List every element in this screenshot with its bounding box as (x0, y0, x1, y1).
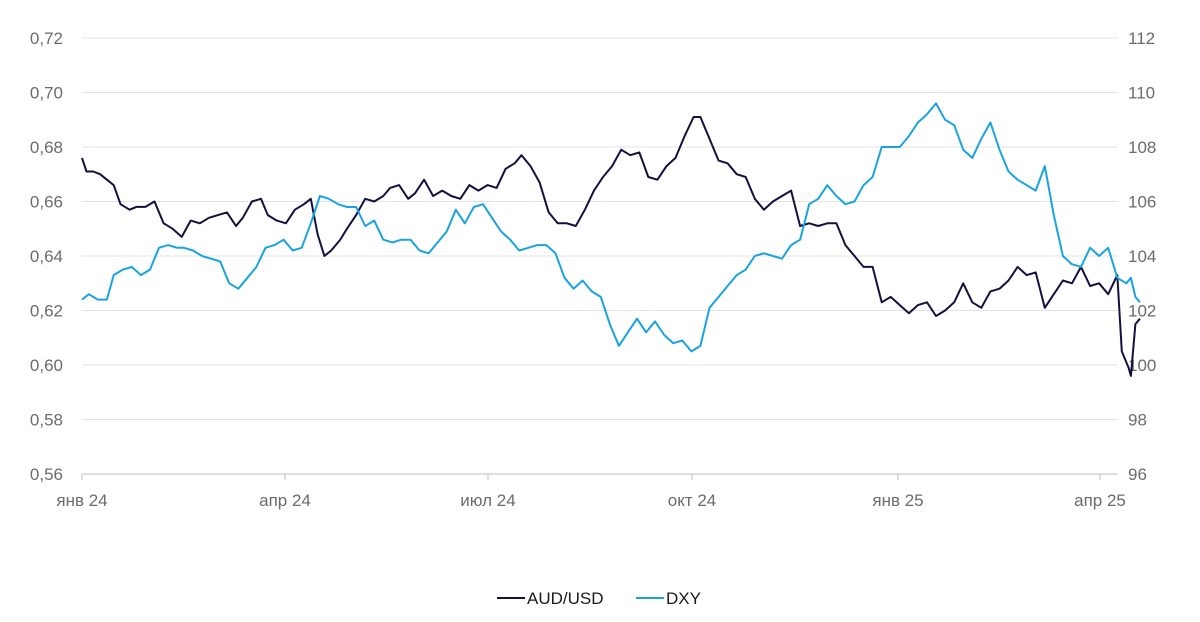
y-left-tick-label: 0,58 (30, 411, 63, 430)
y-left-tick-label: 0,72 (30, 29, 63, 48)
y-left-tick-label: 0,62 (30, 302, 63, 321)
series-lines (81, 102, 1141, 377)
legend-label: AUD/USD (527, 589, 604, 608)
x-tick-label: апр 24 (259, 491, 311, 510)
y-right-tick-label: 106 (1128, 193, 1156, 212)
y-axis-left: 0,56 0,58 0,60 0,62 0,64 0,66 0,68 0,70 0,72 (30, 29, 63, 484)
y-right-tick-label: 110 (1128, 84, 1155, 103)
x-tick-label: янв 25 (872, 491, 923, 510)
y-left-tick-label: 0,60 (30, 356, 63, 375)
y-left-tick-label: 0,68 (30, 138, 63, 157)
y-axis-right: 96 98 100 102 104 106 108 110 112 (1128, 29, 1156, 484)
series-line-aud-usd (81, 116, 1141, 377)
y-left-tick-label: 0,70 (30, 84, 63, 103)
y-left-tick-label: 0,64 (30, 247, 63, 266)
y-right-tick-label: 108 (1128, 138, 1156, 157)
y-right-tick-label: 104 (1128, 247, 1156, 266)
y-right-tick-label: 98 (1128, 411, 1147, 430)
y-right-tick-label: 100 (1128, 356, 1156, 375)
y-right-tick-label: 96 (1128, 465, 1147, 484)
y-left-tick-label: 0,56 (30, 465, 63, 484)
x-axis: янв 24 апр 24 июл 24 окт 24 янв 25 апр 25 (56, 474, 1126, 510)
y-left-tick-label: 0,66 (30, 193, 63, 212)
x-tick-label: апр 25 (1074, 491, 1126, 510)
y-right-tick-label: 112 (1128, 29, 1155, 48)
x-tick-label: июл 24 (460, 491, 515, 510)
legend-label: DXY (666, 589, 701, 608)
x-tick-label: окт 24 (668, 491, 717, 510)
y-right-tick-label: 102 (1128, 302, 1156, 321)
series-line-dxy (81, 102, 1141, 353)
grid (82, 37, 1118, 475)
x-tick-label: янв 24 (56, 491, 107, 510)
legend: AUD/USD DXY (497, 589, 701, 608)
